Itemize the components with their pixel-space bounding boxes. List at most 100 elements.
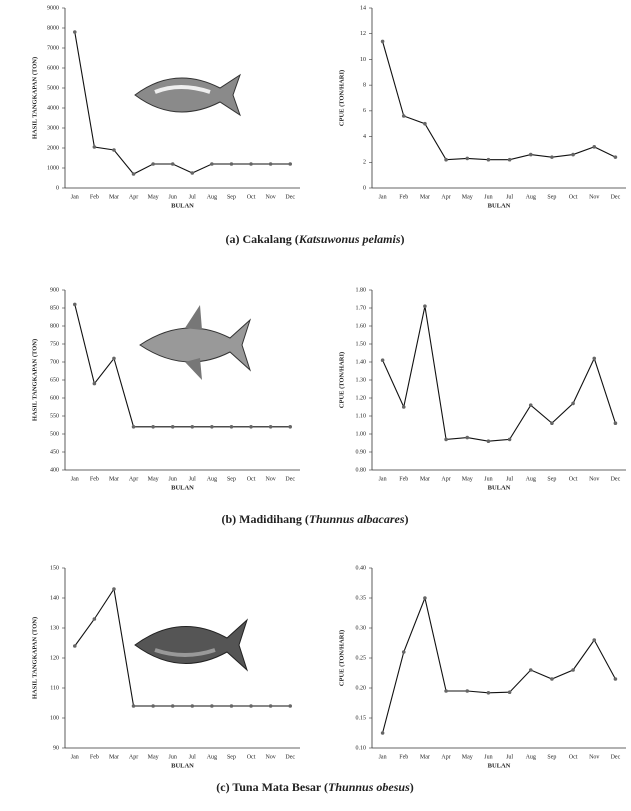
y-tick-label: 150 (50, 565, 59, 571)
y-tick-label: 550 (50, 413, 59, 419)
data-point (465, 689, 470, 693)
x-tick-label: Sep (227, 754, 236, 760)
data-point (151, 425, 155, 429)
x-tick-label: Apr (129, 194, 138, 200)
data-point (423, 121, 427, 126)
y-tick-label: 650 (50, 377, 59, 383)
y-tick-label: 3000 (47, 125, 59, 131)
x-tick-label: Jan (379, 194, 387, 200)
y-tick-label: 0.35 (356, 595, 367, 601)
x-tick-label: Aug (207, 476, 217, 482)
data-point (592, 638, 597, 642)
y-tick-label: 12 (360, 31, 366, 37)
x-tick-label: Nov (589, 194, 599, 200)
x-tick-label: Nov (265, 476, 275, 482)
caption-part: ) (401, 232, 405, 246)
data-point (190, 425, 195, 429)
x-tick-label: Dec (611, 476, 621, 482)
data-point (92, 617, 97, 621)
data-point (528, 403, 533, 408)
data-point (131, 425, 136, 429)
data-point (528, 152, 533, 157)
y-tick-label: 100 (50, 715, 59, 721)
data-point (550, 421, 554, 426)
data-point (112, 148, 116, 152)
y-tick-label: 800 (50, 323, 59, 329)
data-point (268, 704, 273, 708)
data-point (401, 405, 406, 409)
x-tick-label: Mar (420, 754, 430, 760)
x-tick-label: Nov (589, 476, 599, 482)
caption-part: Thunnus obesus (328, 780, 410, 794)
x-tick-label: Mar (109, 754, 119, 760)
data-point (131, 704, 136, 708)
y-tick-label: 140 (50, 595, 59, 601)
caption-part: ) (410, 780, 414, 794)
data-point (423, 304, 427, 309)
x-tick-label: Jul (189, 754, 196, 760)
x-axis-label: BULAN (171, 484, 194, 491)
y-tick-label: 90 (53, 745, 59, 751)
data-point (507, 157, 512, 162)
x-tick-label: Jul (506, 194, 513, 200)
y-tick-label: 400 (50, 467, 59, 473)
data-point (112, 587, 116, 591)
caption-part: ) (405, 512, 409, 526)
data-point (249, 162, 253, 166)
x-tick-label: Jul (189, 476, 196, 482)
x-tick-label: Feb (90, 476, 99, 482)
data-point (401, 650, 406, 654)
x-tick-label: Apr (129, 754, 138, 760)
data-point (465, 156, 470, 161)
y-tick-label: 0 (363, 185, 366, 191)
fish-c (134, 618, 249, 672)
x-tick-label: Apr (129, 476, 138, 482)
caption: (b) Madidihang (Thunnus albacares) (221, 512, 408, 526)
data-line (74, 31, 291, 175)
data-point (486, 439, 491, 444)
x-tick-label: Feb (399, 754, 408, 760)
x-tick-label: Jan (71, 476, 79, 482)
y-tick-label: 0.20 (356, 685, 367, 691)
x-tick-label: Oct (569, 754, 578, 760)
y-tick-label: 500 (50, 431, 59, 437)
data-point (380, 358, 385, 363)
caption: (c) Tuna Mata Besar (Thunnus obesus) (216, 780, 414, 794)
x-tick-label: Nov (265, 754, 275, 760)
y-tick-label: 1.00 (356, 431, 367, 437)
data-point (288, 704, 293, 708)
data-point (268, 162, 273, 166)
y-tick-label: 0.10 (356, 745, 367, 751)
data-point (210, 704, 214, 708)
y-tick-label: 0.90 (356, 449, 367, 455)
y-axis-label: HASIL TANGKAPAN (TON) (31, 339, 38, 421)
data-point (190, 704, 195, 708)
y-tick-label: 0.25 (356, 655, 367, 661)
caption: (a) Cakalang (Katsuwonus pelamis) (225, 232, 404, 246)
data-point (151, 704, 155, 708)
y-tick-label: 120 (50, 655, 59, 661)
y-tick-label: 2000 (47, 145, 59, 151)
caption-part: Thunnus albacares (309, 512, 405, 526)
data-point (229, 162, 234, 166)
x-tick-label: Mar (420, 476, 430, 482)
data-point (72, 302, 77, 307)
data-point (380, 731, 385, 735)
x-tick-label: Jun (169, 754, 177, 760)
y-tick-label: 4000 (47, 105, 59, 111)
x-tick-label: Jun (484, 476, 492, 482)
data-point (92, 381, 97, 386)
data-line (382, 306, 616, 442)
data-point (229, 704, 234, 708)
x-axis-label: BULAN (488, 202, 511, 209)
x-tick-label: Sep (547, 194, 556, 200)
y-tick-label: 0.80 (356, 467, 367, 473)
data-point (444, 157, 448, 162)
y-tick-label: 1.70 (356, 305, 367, 311)
x-tick-label: Dec (285, 754, 295, 760)
x-tick-label: Sep (227, 194, 236, 200)
y-tick-label: 10 (360, 57, 366, 63)
y-axis-label: HASIL TANGKAPAN (TON) (31, 617, 38, 699)
x-axis-label: BULAN (171, 202, 194, 209)
fish-b (139, 305, 252, 380)
